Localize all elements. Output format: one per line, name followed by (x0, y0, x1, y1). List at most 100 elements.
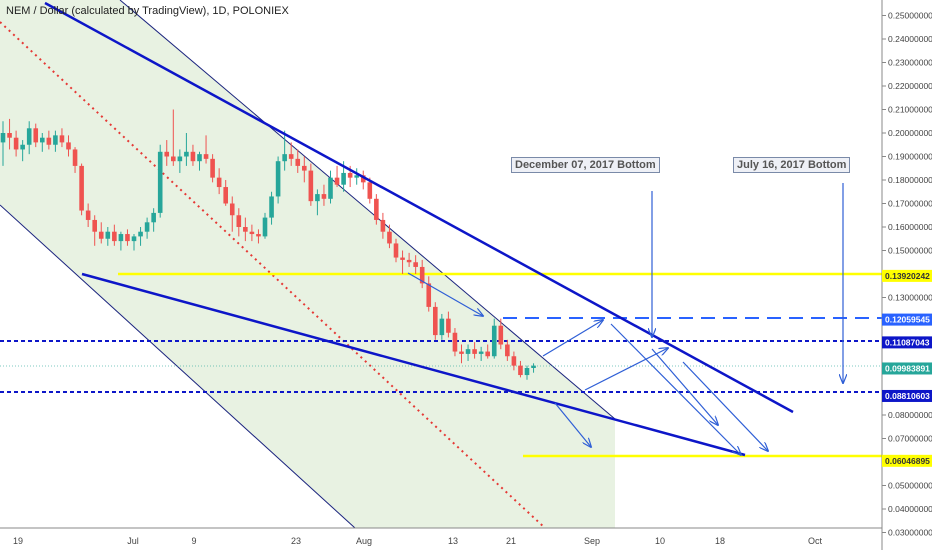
trendline-lower (81, 272, 746, 457)
candle-body (157, 151, 163, 213)
candle-body (531, 365, 536, 368)
candle-body (105, 231, 111, 239)
candle-body (288, 154, 294, 159)
projection-arrow (584, 348, 668, 391)
y-tick-label: 0.20000000 (888, 128, 932, 138)
x-tick-label: 19 (13, 536, 23, 546)
candle-body (478, 351, 484, 354)
candle-body (413, 262, 418, 267)
y-tick-label: 0.05000000 (888, 481, 932, 491)
candle-body (13, 137, 19, 150)
candle-body (341, 172, 346, 185)
projection-arrow (542, 320, 603, 357)
candle-body (347, 172, 353, 178)
candle-body (184, 151, 189, 157)
candle-body (144, 222, 150, 232)
candle-body (229, 203, 235, 216)
candle-body (164, 151, 170, 157)
candle-body (177, 156, 183, 162)
candle-body (354, 175, 359, 178)
candle-body (66, 142, 71, 150)
candle-body (118, 234, 124, 242)
candle-body (53, 135, 58, 145)
price-label-text: 0.06046895 (885, 456, 930, 466)
candle-body (498, 325, 504, 345)
candle-body (210, 158, 215, 178)
y-tick-label: 0.08000000 (888, 410, 932, 420)
projection-arrow (407, 272, 483, 316)
candle-body (380, 219, 386, 232)
candle-body (374, 198, 379, 220)
x-tick-label: Sep (584, 536, 600, 546)
x-tick-label: 21 (506, 536, 516, 546)
candle-body (72, 149, 78, 166)
price-label-text: 0.12059545 (885, 315, 930, 325)
candle-body (98, 231, 104, 239)
candle-body (0, 133, 6, 143)
candle-body (505, 344, 510, 357)
candle-body (485, 351, 490, 357)
y-tick-label: 0.18000000 (888, 175, 932, 185)
channel-fill (0, 0, 615, 528)
chart-title: NEM / Dollar (calculated by TradingView)… (6, 5, 289, 17)
candle-body (406, 259, 412, 263)
price-label-box (882, 269, 932, 282)
candle-body (419, 266, 425, 284)
candle-body (131, 236, 137, 242)
candle-body (321, 194, 327, 199)
x-tick-label: 10 (655, 536, 665, 546)
price-label-box (882, 454, 932, 467)
y-tick-label: 0.13000000 (888, 293, 932, 303)
candle-body (112, 231, 117, 242)
candle-body (459, 351, 464, 354)
candle-body (26, 128, 32, 145)
candle-body (472, 349, 477, 354)
candles (0, 109, 536, 380)
channel-upper-line (119, 0, 616, 420)
candle-body (256, 234, 261, 237)
candle-body (360, 175, 366, 183)
y-tick-label: 0.16000000 (888, 222, 932, 232)
candle-body (491, 325, 497, 357)
y-tick-label: 0.24000000 (888, 34, 932, 44)
price-label-box (882, 362, 932, 375)
price-label-box (882, 389, 932, 402)
candle-body (367, 182, 373, 199)
y-tick-label: 0.22000000 (888, 81, 932, 91)
candle-body (452, 332, 458, 352)
candle-body (33, 128, 39, 143)
candle-body (249, 231, 255, 235)
projection-arrow (610, 323, 741, 455)
candle-body (216, 177, 222, 188)
y-tick-label: 0.07000000 (888, 434, 932, 444)
annotation-december-bottom: December 07, 2017 Bottom (511, 157, 660, 173)
x-tick-label: Oct (808, 536, 823, 546)
y-tick-label: 0.21000000 (888, 105, 932, 115)
candle-body (7, 133, 12, 138)
candle-body (236, 215, 242, 227)
candle-body (59, 135, 65, 143)
candle-body (171, 156, 176, 162)
y-tick-label: 0.04000000 (888, 504, 932, 514)
y-tick-label: 0.19000000 (888, 152, 932, 162)
candle-body (85, 210, 91, 220)
candle-body (203, 154, 209, 159)
y-tick-label: 0.15000000 (888, 246, 932, 256)
price-label-text: 0.13920242 (885, 271, 930, 281)
dotted-midline (0, 21, 546, 529)
candle-body (518, 365, 523, 376)
candle-body (262, 217, 268, 237)
x-tick-label: Aug (356, 536, 372, 546)
price-label-text: 0.08810603 (885, 391, 930, 401)
y-tick-label: 0.25000000 (888, 11, 932, 21)
candle-body (46, 137, 52, 145)
candle-body (282, 154, 287, 162)
candle-body (92, 219, 97, 232)
candle-body (315, 194, 320, 202)
candle-body (393, 243, 399, 258)
candle-body (511, 356, 517, 366)
price-label-text: 0.09983891 (885, 363, 930, 373)
candle-body (334, 177, 340, 185)
x-tick-label: Jul (127, 536, 139, 546)
